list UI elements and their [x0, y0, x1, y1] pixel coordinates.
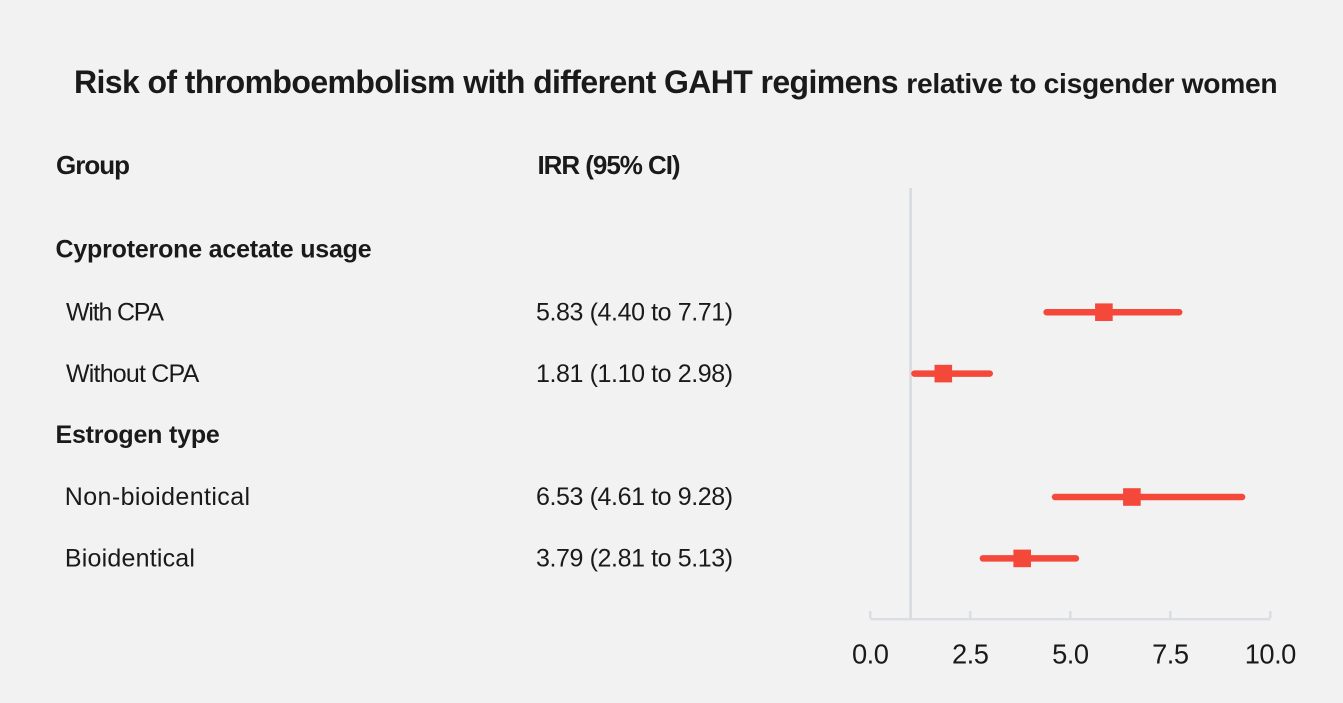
svg-text:Group: Group [56, 150, 129, 180]
svg-text:Without CPA: Without CPA [66, 360, 200, 388]
svg-text:With CPA: With CPA [66, 298, 164, 326]
svg-text:Risk of thromboembolism with d: Risk of thromboembolism with different G… [74, 64, 1277, 100]
svg-text:Cyproterone acetate usage: Cyproterone acetate usage [56, 236, 372, 264]
svg-text:6.53 (4.61 to 9.28): 6.53 (4.61 to 9.28) [536, 483, 733, 511]
svg-text:1.81 (1.10 to 2.98): 1.81 (1.10 to 2.98) [536, 360, 733, 388]
svg-text:7.5: 7.5 [1152, 639, 1189, 670]
svg-text:10.0: 10.0 [1245, 639, 1296, 670]
svg-text:IRR (95% CI): IRR (95% CI) [538, 150, 680, 180]
svg-text:3.79 (2.81 to 5.13): 3.79 (2.81 to 5.13) [536, 545, 733, 573]
svg-text:2.5: 2.5 [952, 639, 989, 670]
svg-text:5.0: 5.0 [1052, 639, 1089, 670]
svg-text:Estrogen type: Estrogen type [56, 421, 220, 449]
svg-text:0.0: 0.0 [852, 639, 889, 670]
svg-text:5.83 (4.40 to 7.71): 5.83 (4.40 to 7.71) [536, 298, 733, 326]
svg-text:Non-bioidentical: Non-bioidentical [65, 483, 251, 511]
svg-text:Bioidentical: Bioidentical [65, 545, 195, 573]
